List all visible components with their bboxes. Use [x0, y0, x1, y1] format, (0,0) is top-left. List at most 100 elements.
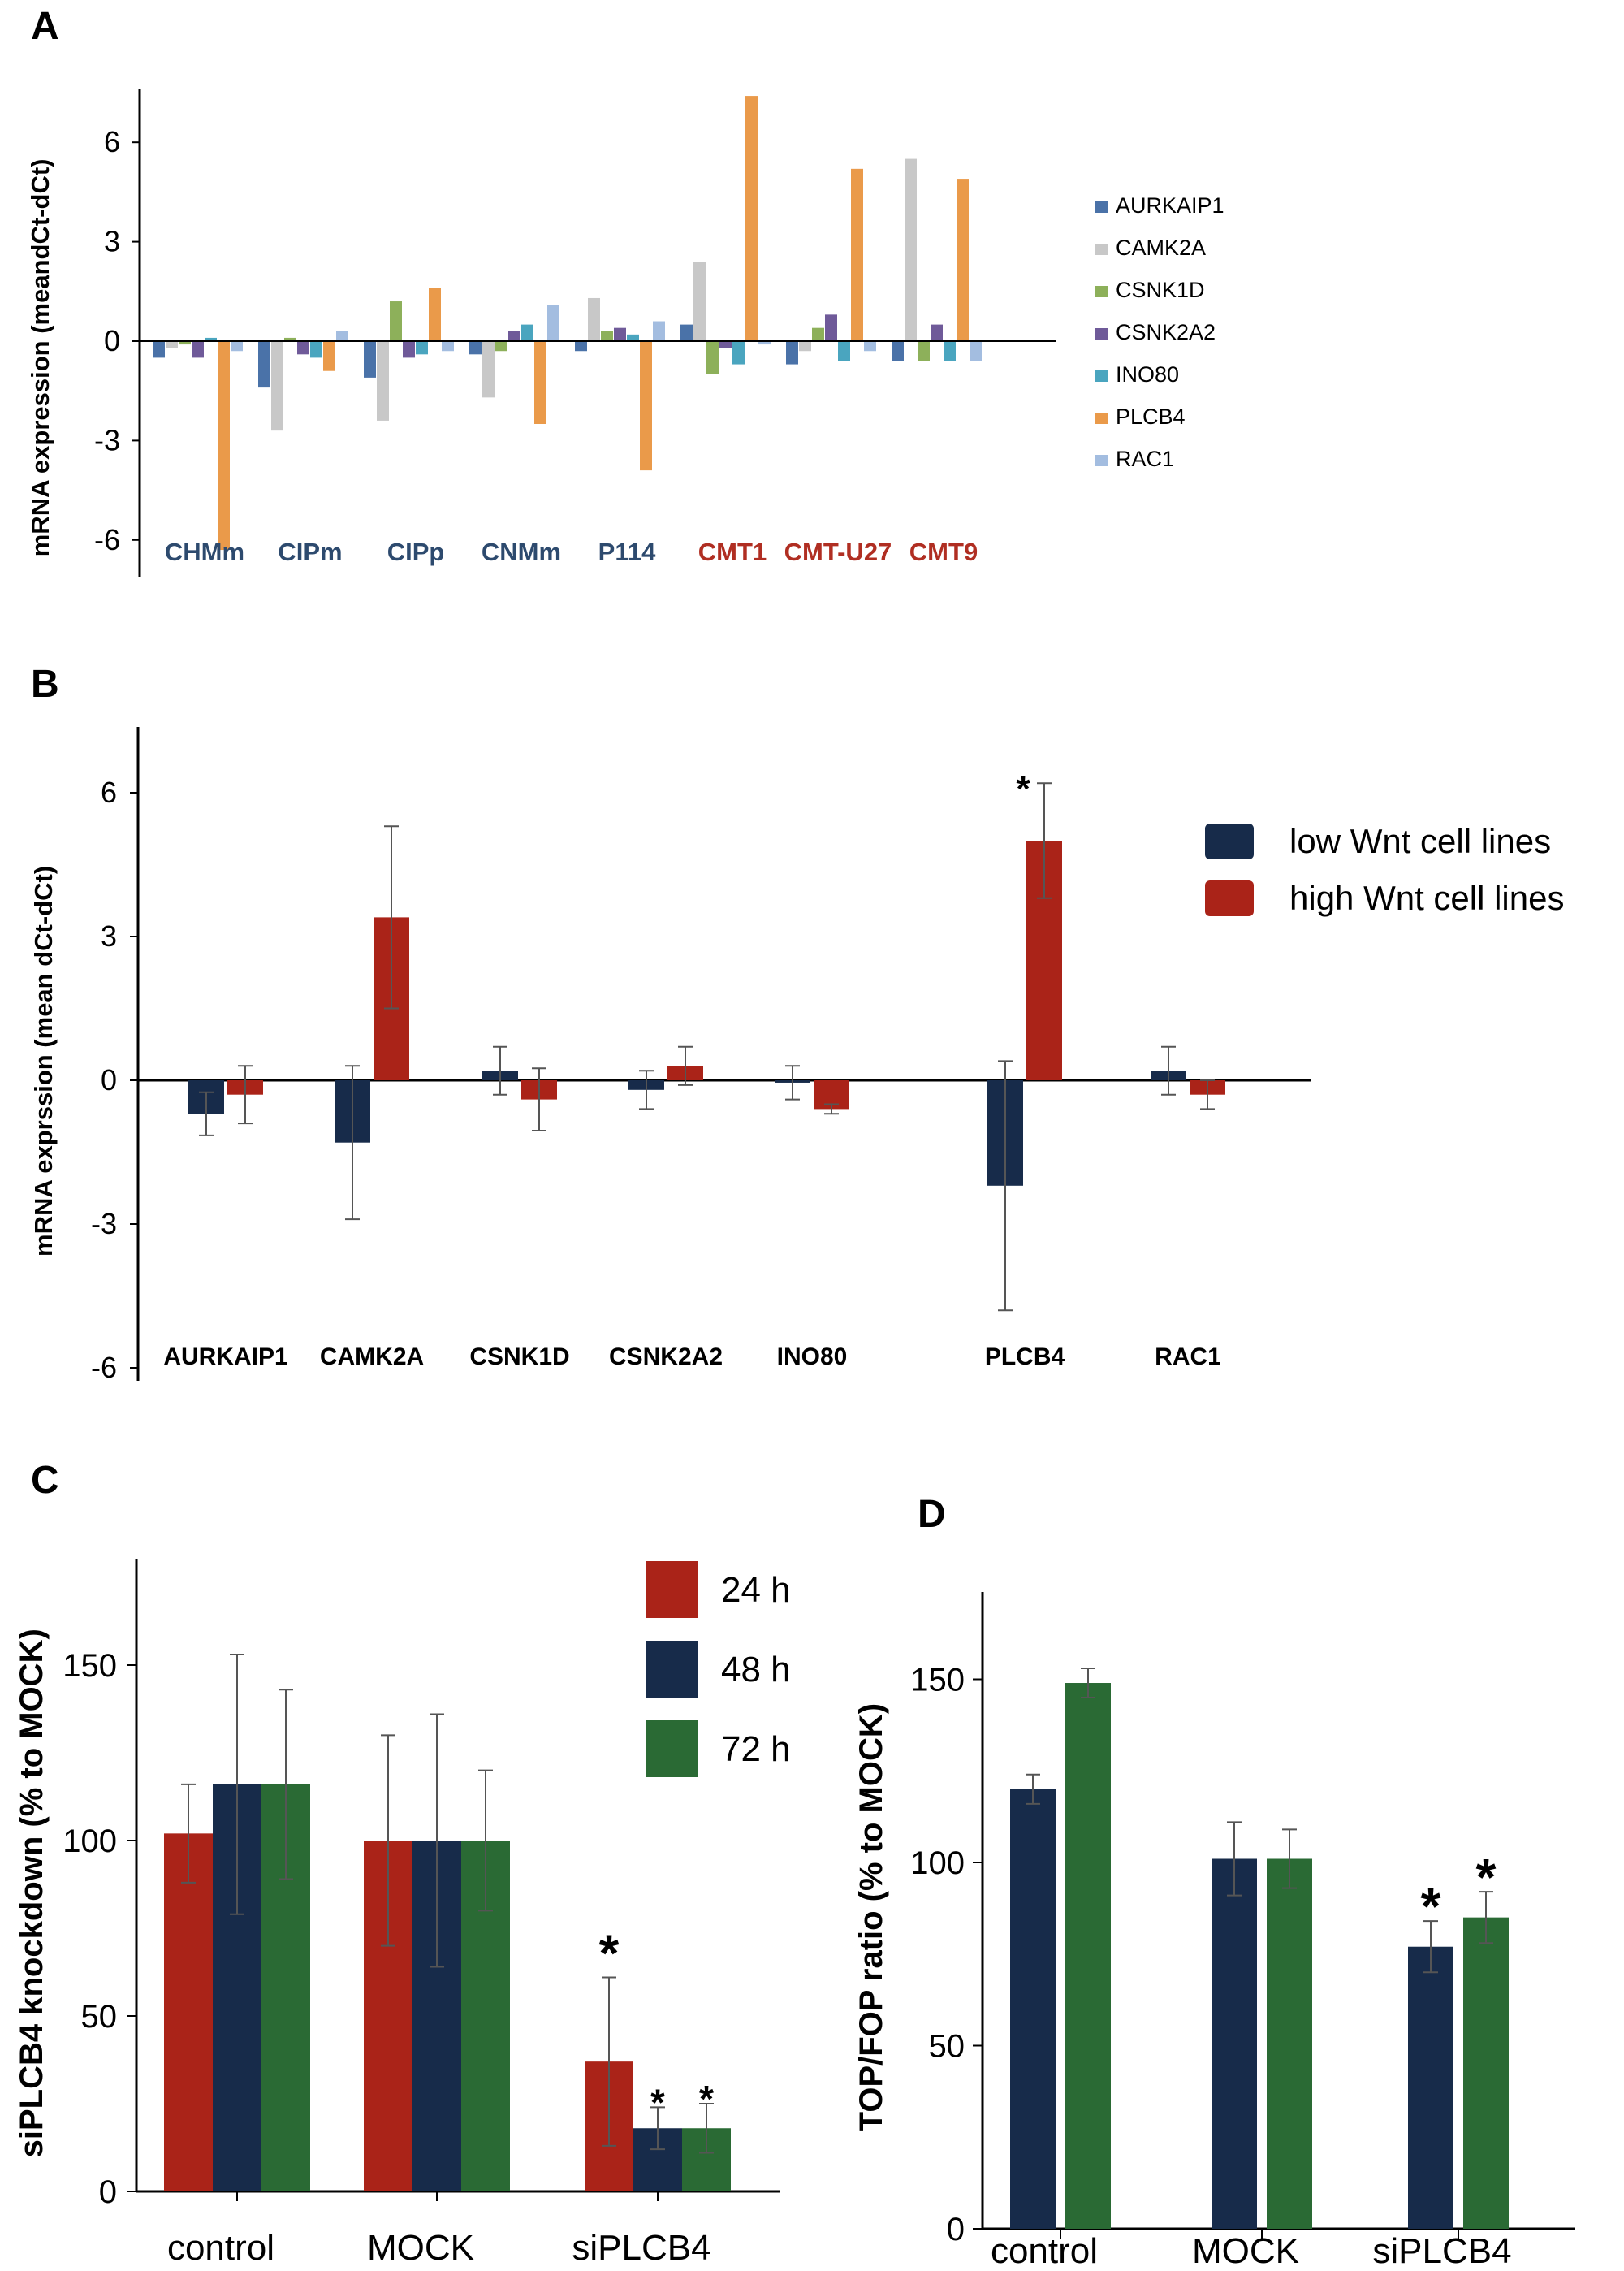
bar-p114-aurkaip1 [575, 341, 587, 352]
chart-d: 0 50 100 150 TOP/FOP ratio (% to MOCK) contro… [853, 1592, 1575, 2271]
bar-cmt1-ino80 [732, 341, 745, 365]
bar-cnmm-csnk2a2 [508, 331, 520, 341]
y-tick-label: 50 [929, 2029, 965, 2065]
legend-swatch-csnk1d [1095, 286, 1108, 297]
bar-cmt1-plcb4 [745, 96, 758, 341]
y-tick-label: 0 [104, 324, 120, 357]
bar-cnmm-plcb4 [534, 341, 546, 424]
bar-cmt9-camk2a [905, 158, 917, 341]
bar-mock-series-1 [1212, 1858, 1257, 2229]
bar-cipm-csnk2a2 [297, 341, 309, 355]
bar-cipm-camk2a [271, 341, 283, 431]
category-label-cipm: CIPm [278, 538, 342, 566]
y-tick-label: 0 [101, 1063, 117, 1097]
panel-label-d: D [918, 1493, 946, 1536]
legend-swatch-48-h [646, 1641, 698, 1698]
legend-label-csnk1d: CSNK1D [1116, 278, 1205, 302]
category-label-chmm: CHMm [165, 538, 244, 566]
category-label-cnmm: CNMm [482, 538, 561, 566]
y-tick-label: 50 [81, 1999, 118, 2035]
y-tick-label: 6 [101, 776, 117, 809]
bar-chmm-csnk1d [179, 341, 191, 345]
bar-cipp-rac1 [442, 341, 454, 352]
legend-label-high-wnt-cell-lines: high Wnt cell lines [1289, 879, 1564, 917]
legend-swatch-ino80 [1095, 370, 1108, 382]
legend-label-ino80: INO80 [1116, 362, 1179, 387]
y-tick-label: -6 [94, 523, 120, 556]
category-label-cmt9: CMT9 [909, 538, 978, 566]
legend-label-plcb4: PLCB4 [1116, 404, 1186, 429]
legend-label-aurkaip1: AURKAIP1 [1116, 193, 1224, 218]
significance-star: * [1016, 769, 1030, 809]
panel-label-c: C [31, 1459, 59, 1502]
category-label-rac1: RAC1 [1155, 1343, 1221, 1370]
chart-a: 6 3 0 -3 -6 mRNA expression (meandCt-dCt) CHMm… [26, 89, 1224, 577]
category-label-cmt-u27: CMT-U27 [784, 538, 892, 566]
bar-cipm-csnk1d [284, 337, 296, 341]
panel-label-b: B [31, 663, 59, 706]
legend-swatch-72-h [646, 1720, 698, 1777]
y-axis-title: mRNA expression (meandCt-dCt) [26, 159, 54, 557]
y-tick-label: 0 [99, 2174, 117, 2210]
bar-cmt-u27-plcb4 [851, 168, 863, 341]
legend-label-rac1: RAC1 [1116, 447, 1174, 471]
legend-swatch-24-h [646, 1561, 698, 1618]
bar-cmt9-ino80 [944, 341, 956, 361]
legend-swatch-plcb4 [1095, 413, 1108, 424]
bar-mock-series-2 [1267, 1858, 1312, 2229]
bar-cipp-plcb4 [429, 288, 441, 341]
bar-cmt-u27-csnk2a2 [825, 314, 837, 341]
chart-c: 0 50 100 150 siPLCB4 knockdown (% to MOCK) co… [14, 1559, 791, 2268]
category-label-cipp: CIPp [387, 538, 445, 566]
category-label-camk2a: CAMK2A [320, 1343, 424, 1370]
bar-cmt-u27-ino80 [838, 341, 850, 361]
significance-star: * [599, 1923, 620, 1982]
legend-swatch-camk2a [1095, 244, 1108, 255]
significance-star: * [1476, 1848, 1497, 1906]
bar-cmt1-csnk2a2 [719, 341, 732, 348]
bar-cnmm-ino80 [521, 324, 533, 341]
y-axis-title: mRNA exprssion (mean dCt-dCt) [29, 866, 58, 1257]
category-label-csnk2a2: CSNK2A2 [609, 1343, 723, 1370]
y-tick-label: 100 [910, 1845, 965, 1881]
significance-star: * [1421, 1877, 1441, 1936]
bar-cnmm-rac1 [547, 305, 559, 341]
y-axis-title: TOP/FOP ratio (% to MOCK) [853, 1703, 889, 2131]
y-tick-label: -6 [91, 1351, 117, 1384]
chart-b: 6 3 0 -3 -6 mRNA exprssion (mean dCt-dCt) AURK… [29, 727, 1564, 1384]
legend-swatch-csnk2a2 [1095, 328, 1108, 340]
legend-label-24-h: 24 h [721, 1570, 791, 1610]
x-tick-label-mock: MOCK [1192, 2231, 1299, 2271]
category-label-csnk1d: CSNK1D [469, 1343, 569, 1370]
x-tick-label-mock: MOCK [367, 2228, 474, 2268]
y-tick-label: 150 [63, 1648, 117, 1684]
bar-cmt9-aurkaip1 [892, 341, 904, 361]
y-tick-label: 6 [104, 125, 120, 158]
bar-chmm-aurkaip1 [153, 341, 165, 358]
bar-chmm-ino80 [205, 337, 217, 341]
category-label-ino80: INO80 [777, 1343, 848, 1370]
bar-siplcb4-series-1 [1408, 1946, 1453, 2229]
bar-cipp-ino80 [416, 341, 428, 355]
bar-cmt-u27-aurkaip1 [786, 341, 798, 365]
bar-cmt9-rac1 [970, 341, 982, 361]
bar-cmt1-aurkaip1 [680, 324, 693, 341]
y-tick-label: 3 [104, 225, 120, 258]
bar-control-24-h [164, 1833, 213, 2191]
bar-chmm-csnk2a2 [192, 341, 204, 358]
x-tick-label-siplcb4: siPLCB4 [572, 2228, 710, 2268]
legend-swatch-high-wnt-cell-lines [1205, 880, 1254, 916]
x-tick-label-control: control [991, 2231, 1098, 2271]
y-tick-label: 0 [947, 2212, 965, 2247]
legend-swatch-low-wnt-cell-lines [1205, 824, 1254, 859]
legend-label-48-h: 48 h [721, 1650, 791, 1689]
bar-cnmm-csnk1d [495, 341, 508, 352]
legend-label-low-wnt-cell-lines: low Wnt cell lines [1289, 822, 1551, 860]
bar-control-series-2 [1065, 1683, 1111, 2229]
bar-cipm-ino80 [310, 341, 322, 358]
bar-cmt9-csnk2a2 [931, 324, 943, 341]
legend-swatch-rac1 [1095, 455, 1108, 466]
bar-p114-plcb4 [640, 341, 652, 471]
bar-cipm-aurkaip1 [258, 341, 270, 388]
bar-cnmm-aurkaip1 [469, 341, 482, 355]
